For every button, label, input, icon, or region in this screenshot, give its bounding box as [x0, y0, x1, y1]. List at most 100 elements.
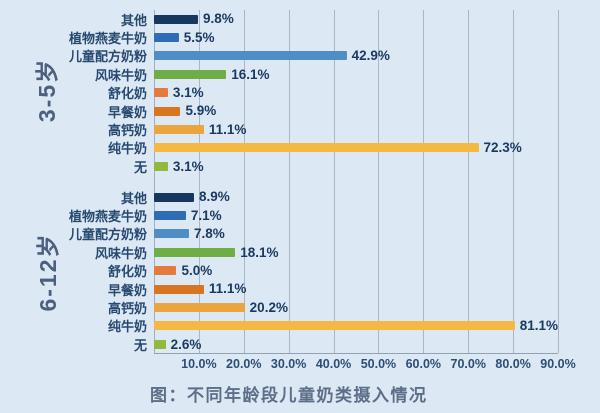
value-label: 3.1%	[172, 85, 204, 100]
category-label: 舒化奶	[107, 264, 147, 280]
bar	[154, 69, 227, 79]
bar-row: 高钙奶 11.1%	[0, 120, 600, 138]
bar	[154, 229, 189, 239]
bar-track: 5.9%	[154, 102, 558, 120]
bar-row: 植物燕麦牛奶 5.5%	[0, 28, 600, 46]
category-label: 无	[133, 159, 147, 175]
bar	[154, 211, 186, 221]
bar-row: 高钙奶 20.2%	[0, 298, 600, 316]
bar	[154, 192, 194, 202]
bar-row: 儿童配方奶粉 42.9%	[0, 47, 600, 65]
bar-track: 72.3%	[154, 139, 558, 157]
bar-track: 42.9%	[154, 47, 558, 65]
value-label: 16.1%	[231, 66, 270, 82]
bar-track: 81.1%	[154, 317, 558, 335]
value-label: 7.8%	[194, 226, 225, 242]
value-label: 8.9%	[198, 189, 230, 205]
bar	[154, 125, 204, 135]
x-axis-ticks: 10.0% 20.0% 30.0% 40.0% 50.0% 60.0% 70.0% 80.0%…	[154, 357, 576, 373]
bar-row: 风味牛奶 16.1%	[0, 65, 600, 83]
value-label: 42.9%	[351, 48, 390, 64]
category-label: 植物燕麦牛奶	[68, 31, 147, 47]
group-6-12: 其他 8.9% 植物燕麦牛奶 7.1% 儿童配方奶粉 7.8% 风味牛奶 18.1% 舒化奶 5.…	[0, 188, 600, 354]
category-label: 早餐奶	[107, 282, 147, 298]
category-label: 儿童配方奶粉	[68, 49, 147, 65]
value-label: 20.2%	[249, 299, 288, 315]
x-tick-label: 70.0%	[450, 357, 486, 371]
bar-track: 16.1%	[154, 65, 558, 83]
gridline-80	[513, 10, 515, 353]
gridline-30	[288, 10, 290, 353]
x-tick-label: 20.0%	[226, 357, 262, 371]
category-label: 纯牛奶	[107, 141, 147, 157]
bar-track: 8.9%	[154, 188, 558, 206]
bar	[154, 14, 198, 24]
category-label: 其他	[120, 190, 147, 206]
x-tick-label: 40.0%	[315, 357, 352, 371]
value-label: 11.1%	[208, 121, 247, 137]
category-label: 风味牛奶	[94, 67, 147, 83]
value-axis-line	[154, 10, 155, 353]
category-label: 儿童配方奶粉	[68, 227, 147, 243]
gridline-50	[378, 10, 380, 353]
bar-row: 无 2.6%	[0, 335, 600, 353]
group-3-5: 其他 9.8% 植物燕麦牛奶 5.5% 儿童配方奶粉 42.9% 风味牛奶 16.1% 舒化奶 3…	[0, 10, 600, 176]
x-tick-label: 60.0%	[405, 357, 442, 371]
x-tick-label: 30.0%	[270, 357, 307, 371]
value-label: 9.8%	[202, 11, 234, 27]
bar-track: 11.1%	[154, 120, 558, 138]
category-label: 风味牛奶	[94, 245, 147, 261]
value-label: 72.3%	[483, 140, 522, 156]
value-label: 5.0%	[181, 263, 213, 278]
bar-row: 舒化奶 3.1%	[0, 84, 600, 102]
value-label: 3.1%	[172, 158, 204, 174]
x-tick-label: 50.0%	[360, 357, 397, 371]
gridline-20	[243, 10, 245, 353]
bar	[154, 161, 168, 171]
value-label: 2.6%	[170, 336, 202, 352]
value-label: 5.5%	[183, 29, 215, 45]
bar-row: 早餐奶 11.1%	[0, 280, 600, 298]
value-label: 18.1%	[240, 244, 279, 260]
bar-track: 7.1%	[154, 206, 558, 224]
value-label: 11.1%	[208, 281, 247, 297]
bar-row: 其他 8.9%	[0, 188, 600, 206]
bar-track: 18.1%	[154, 243, 558, 261]
bar	[154, 303, 245, 313]
bar-track: 7.8%	[154, 225, 558, 243]
category-label: 早餐奶	[107, 104, 147, 120]
value-label: 7.1%	[190, 207, 222, 223]
x-tick-label: 80.0%	[495, 357, 531, 371]
category-label: 纯牛奶	[107, 319, 147, 335]
category-label: 舒化奶	[107, 86, 147, 102]
bar	[154, 51, 347, 61]
bar	[154, 106, 181, 116]
bar-row: 舒化奶 5.0%	[0, 262, 600, 280]
bar-track: 11.1%	[154, 280, 558, 298]
bar-track: 20.2%	[154, 298, 558, 316]
bar	[154, 88, 168, 98]
category-label: 高钙奶	[107, 301, 147, 317]
category-label: 高钙奶	[107, 123, 147, 139]
gridline-60	[423, 10, 425, 353]
bar	[154, 284, 204, 294]
bar	[154, 321, 515, 331]
value-label: 5.9%	[185, 103, 217, 119]
bar-row: 儿童配方奶粉 7.8%	[0, 225, 600, 243]
bar	[154, 33, 179, 43]
bar-track: 5.0%	[154, 262, 558, 280]
bar-row: 早餐奶 5.9%	[0, 102, 600, 120]
bar-track: 3.1%	[154, 157, 558, 175]
group-label-3-5: 3-5岁	[34, 57, 60, 123]
gridline-70	[468, 10, 470, 353]
chart-caption: 图：不同年龄段儿童奶类摄入情况	[150, 386, 428, 405]
bar-track: 3.1%	[154, 84, 558, 102]
plot-grid	[154, 10, 559, 354]
bar-row: 植物燕麦牛奶 7.1%	[0, 206, 600, 224]
bar	[154, 143, 479, 153]
bar	[154, 266, 177, 276]
bar-row: 风味牛奶 18.1%	[0, 243, 600, 261]
bar	[154, 339, 166, 349]
category-label: 其他	[120, 12, 147, 28]
